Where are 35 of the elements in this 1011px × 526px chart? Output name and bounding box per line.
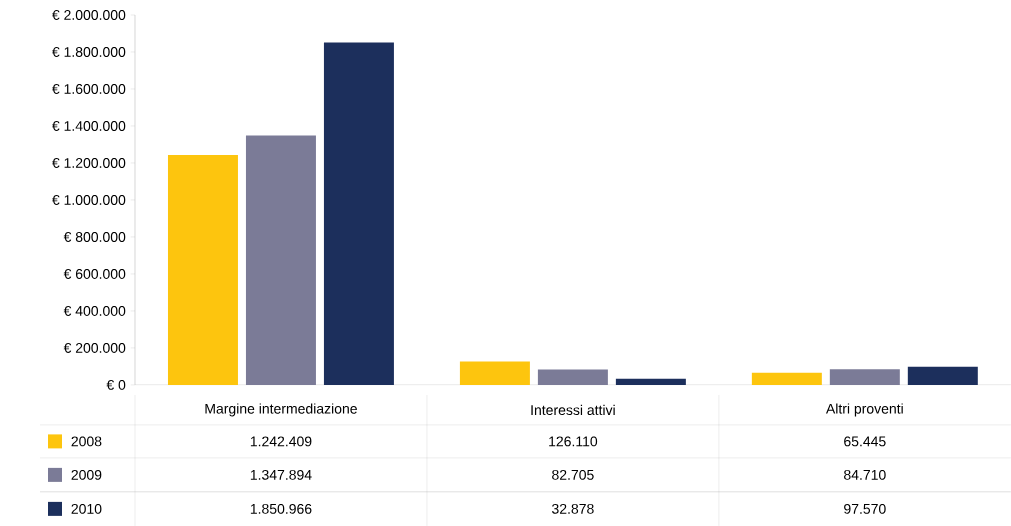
- bar: [615, 378, 686, 385]
- data-label: 1.242.409: [250, 436, 312, 447]
- y-tick-label: € 400.000: [63, 305, 126, 316]
- data-label: 65.445: [844, 436, 886, 447]
- data-label: 82.705: [552, 469, 594, 480]
- legend-label: 2010: [71, 503, 102, 514]
- y-tick-label: € 600.000: [63, 268, 126, 279]
- y-tick-label: € 0: [106, 379, 126, 390]
- bar: [167, 155, 238, 385]
- x-tick-label: Interessi attivi: [531, 404, 615, 416]
- x-tick-label: Altri proventi: [825, 403, 903, 417]
- y-tick-label: € 200.000: [63, 342, 126, 353]
- data-label: 126.110: [549, 436, 598, 447]
- bar: [537, 369, 608, 385]
- bar: [323, 42, 394, 385]
- bar: [907, 366, 978, 385]
- legend-label: 2008: [71, 436, 102, 447]
- bar: [829, 369, 900, 385]
- data-label: 97.570: [844, 503, 886, 514]
- y-tick-label: € 2.000.000: [52, 9, 126, 20]
- y-tick-label: € 1.800.000: [52, 46, 126, 57]
- legend-label: 2009: [71, 469, 102, 480]
- y-tick-label: € 1.000.000: [52, 194, 126, 205]
- x-tick-label: Margine intermediazione: [205, 403, 357, 417]
- bar: [245, 135, 316, 385]
- data-label: 84.710: [844, 469, 886, 480]
- y-tick-label: € 800.000: [63, 231, 126, 242]
- data-label: 32.878: [552, 503, 594, 514]
- data-label: 1.850.966: [250, 503, 312, 514]
- y-tick-label: € 1.200.000: [52, 157, 126, 168]
- y-tick-label: € 1.400.000: [52, 120, 126, 131]
- data-label: 1.347.894: [250, 469, 312, 480]
- bar: [751, 372, 822, 385]
- y-tick-label: € 1.600.000: [52, 83, 126, 94]
- bar: [459, 361, 530, 385]
